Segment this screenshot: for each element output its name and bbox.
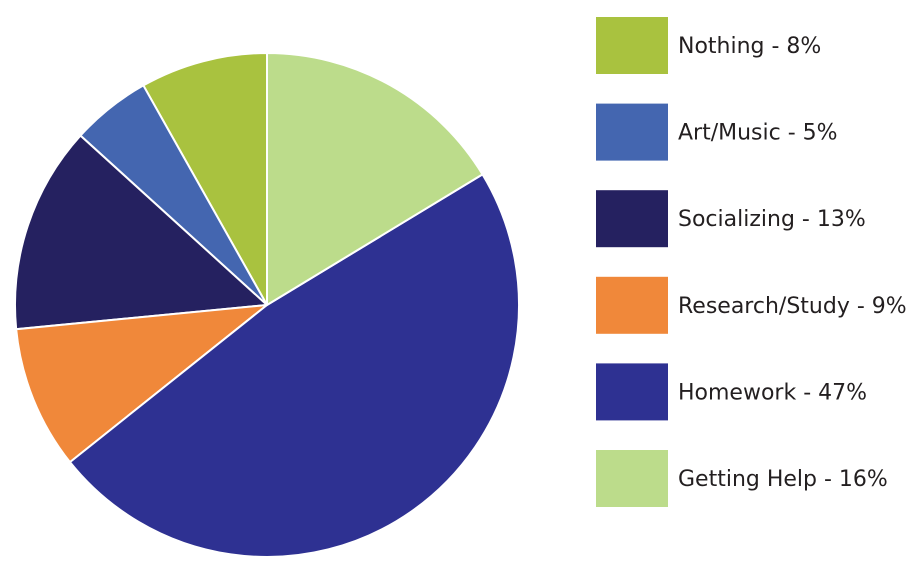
pie-slice <box>141 51 268 309</box>
legend-label: Nothing - 8% <box>678 34 821 59</box>
legend-swatch <box>596 103 668 161</box>
legend-label: Research/Study - 9% <box>678 294 907 319</box>
pie-slice <box>15 303 271 464</box>
legend-swatch <box>596 17 668 74</box>
legend-swatch <box>596 190 668 248</box>
legend-swatch <box>596 276 668 334</box>
pie-slice <box>14 134 270 331</box>
pie-slice <box>68 172 520 558</box>
legend-label: Getting Help - 16% <box>678 467 888 492</box>
pie-slice <box>266 51 484 307</box>
legend-swatch <box>596 363 668 421</box>
legend-swatch <box>596 450 668 507</box>
legend-label: Socializing - 13% <box>678 207 866 232</box>
legend-label: Art/Music - 5% <box>678 121 838 146</box>
legend-label: Homework - 47% <box>678 380 867 405</box>
